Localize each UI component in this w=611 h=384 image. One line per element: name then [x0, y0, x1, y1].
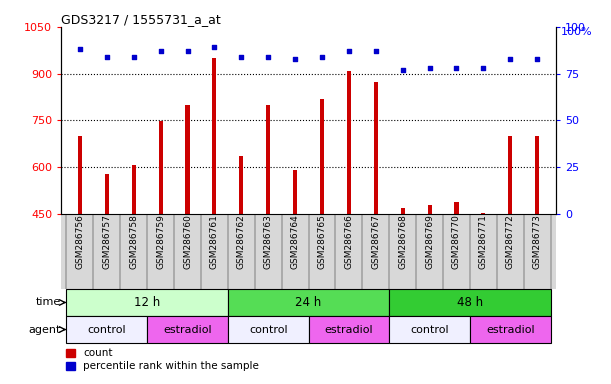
FancyBboxPatch shape	[470, 316, 551, 343]
Bar	[159, 121, 163, 214]
Point	[371, 48, 381, 54]
Point	[344, 48, 354, 54]
FancyBboxPatch shape	[389, 289, 551, 316]
Point	[210, 45, 219, 51]
FancyBboxPatch shape	[389, 316, 470, 343]
Point	[263, 54, 273, 60]
Text: control: control	[87, 324, 126, 334]
Bar	[347, 71, 351, 214]
Point	[452, 65, 461, 71]
Point	[290, 56, 300, 62]
FancyBboxPatch shape	[309, 316, 389, 343]
FancyBboxPatch shape	[147, 316, 228, 343]
Bar	[455, 202, 458, 214]
Bar	[428, 205, 431, 214]
Point	[398, 67, 408, 73]
FancyBboxPatch shape	[228, 289, 389, 316]
Bar	[508, 136, 512, 214]
Bar	[213, 58, 216, 214]
Text: agent: agent	[29, 324, 61, 334]
Point	[425, 65, 434, 71]
Bar	[481, 212, 485, 214]
Text: control: control	[249, 324, 288, 334]
Bar	[266, 105, 270, 214]
Bar	[374, 83, 378, 214]
Point	[505, 56, 515, 62]
Point	[317, 54, 327, 60]
Bar	[535, 136, 539, 214]
FancyBboxPatch shape	[228, 316, 309, 343]
Text: estradiol: estradiol	[163, 324, 212, 334]
Text: 100%: 100%	[561, 27, 593, 37]
Point	[532, 56, 542, 62]
Bar	[186, 105, 189, 214]
Bar	[401, 209, 404, 214]
Point	[102, 54, 112, 60]
Bar	[240, 156, 243, 214]
Text: 24 h: 24 h	[296, 296, 321, 309]
Text: control: control	[410, 324, 449, 334]
Point	[129, 54, 139, 60]
Text: time: time	[36, 298, 61, 308]
Text: estradiol: estradiol	[324, 324, 373, 334]
FancyBboxPatch shape	[67, 316, 147, 343]
Bar	[293, 170, 297, 214]
FancyBboxPatch shape	[67, 289, 228, 316]
Text: 48 h: 48 h	[457, 296, 483, 309]
Bar	[105, 174, 109, 214]
Text: estradiol: estradiol	[486, 324, 535, 334]
Point	[156, 48, 166, 54]
Bar	[78, 136, 82, 214]
Point	[183, 48, 192, 54]
Legend: count, percentile rank within the sample: count, percentile rank within the sample	[67, 348, 259, 371]
Point	[236, 54, 246, 60]
Point	[75, 46, 85, 53]
Bar	[320, 99, 324, 214]
Text: GDS3217 / 1555731_a_at: GDS3217 / 1555731_a_at	[61, 13, 221, 26]
Point	[478, 65, 488, 71]
Bar	[132, 165, 136, 214]
Text: 12 h: 12 h	[134, 296, 160, 309]
